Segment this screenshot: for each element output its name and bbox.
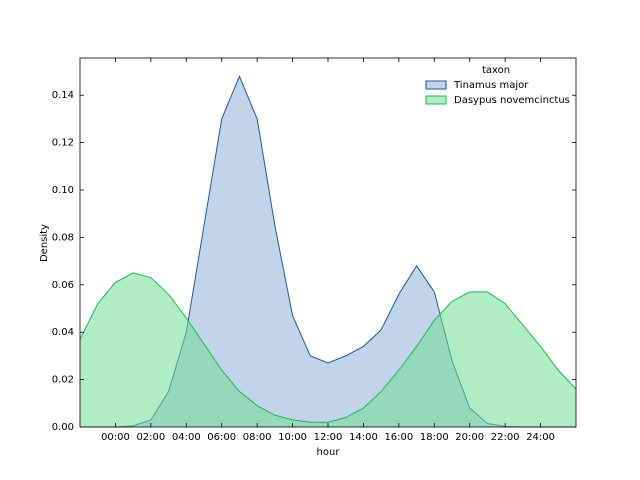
x-tick-label: 16:00 [384,432,413,443]
x-tick-label: 08:00 [243,432,272,443]
legend-label: Tinamus major [453,80,529,91]
y-tick-label: 0.08 [52,232,74,243]
x-tick-label: 24:00 [526,432,555,443]
x-tick-label: 04:00 [172,432,201,443]
y-axis-label: Density [39,224,50,262]
x-tick-label: 06:00 [207,432,236,443]
x-tick-label: 12:00 [314,432,343,443]
y-tick-label: 0.10 [52,185,74,196]
y-tick-label: 0.12 [52,138,74,149]
y-tick-label: 0.06 [52,280,74,291]
x-axis-label: hour [317,447,341,458]
y-tick-label: 0.14 [52,90,74,101]
legend-title: taxon [482,65,510,76]
density-line [79,272,577,423]
x-tick-label: 22:00 [491,432,520,443]
legend-swatch [425,80,447,90]
y-tick-label: 0.00 [52,422,74,433]
density-area [80,272,576,427]
y-tick-label: 0.02 [52,375,74,386]
x-tick-label: 00:00 [101,432,130,443]
x-tick-label: 20:00 [455,432,484,443]
x-tick-label: 18:00 [420,432,449,443]
x-tick-label: 14:00 [349,432,378,443]
y-tick-label: 0.04 [52,327,74,338]
x-tick-label: 10:00 [278,432,307,443]
x-tick-label: 02:00 [136,432,165,443]
legend-swatch [425,95,447,105]
legend-label: Dasypus novemcinctus [454,95,570,106]
density-area [80,76,576,427]
